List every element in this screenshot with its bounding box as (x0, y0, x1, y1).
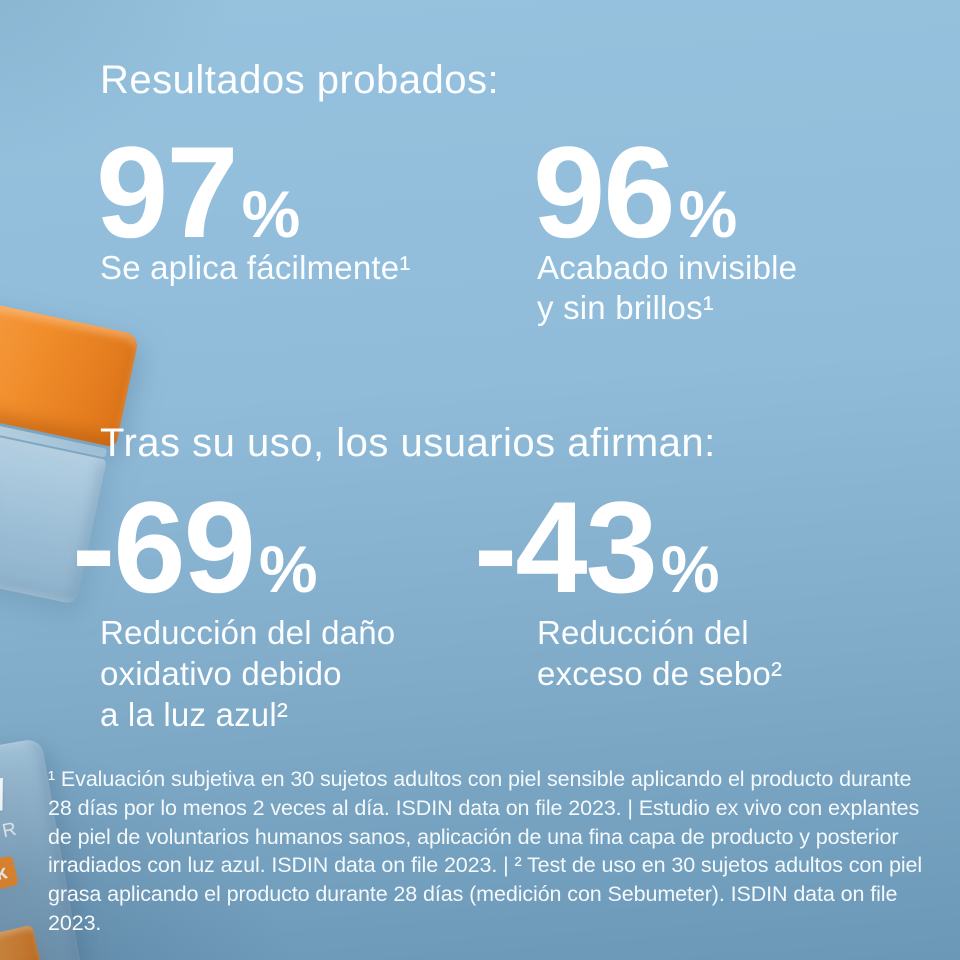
stat-minus-43-value: -43 (474, 474, 658, 620)
stat-minus-69-caption-line2: oxidativo debido (100, 655, 342, 692)
stat-97-caption: Se aplica fácilmente¹ (100, 249, 411, 286)
stat-96-caption-line1: Acabado invisible (537, 249, 798, 286)
stat-minus-43-caption: Reducción del exceso de sebo² (537, 612, 782, 694)
bottle-label-fragment: IN (0, 768, 9, 828)
stat-minus-69-caption-line1: Reducción del daño (100, 614, 396, 651)
section-results-heading: Resultados probados: (100, 58, 500, 102)
stat-96-value: 96 (533, 119, 676, 265)
stat-minus-43-caption-line1: Reducción del (537, 614, 749, 651)
stat-96-percent: 96% (533, 127, 737, 257)
bottle-label-fragment-3: ck (0, 855, 19, 894)
stat-97-unit: % (241, 177, 301, 251)
stat-97-percent: 97% (96, 127, 300, 257)
stat-minus-43-percent: -43% (474, 482, 720, 612)
section-after-use-heading: Tras su uso, los usuarios afirman: (100, 421, 716, 465)
bottle-label-fragment-2: TOR (0, 818, 21, 849)
footnote-text: ¹ Evaluación subjetiva en 30 sujetos adu… (48, 767, 923, 935)
stat-minus-43-unit: % (660, 532, 720, 606)
stat-96-unit: % (678, 177, 738, 251)
bottle-orange-cap (0, 924, 42, 960)
stat-96-caption-line2: y sin brillos¹ (537, 289, 715, 326)
stat-minus-69-value: -69 (72, 474, 256, 620)
stat-minus-43-caption-line2: exceso de sebo² (537, 655, 783, 692)
stat-minus-69-unit: % (258, 532, 318, 606)
stat-minus-69-caption: Reducción del daño oxidativo debido a la… (100, 612, 395, 735)
stat-96-caption: Acabado invisible y sin brillos¹ (537, 248, 797, 328)
stat-minus-69-percent: -69% (72, 482, 318, 612)
stat-minus-69-caption-line3: a la luz azul² (100, 696, 289, 733)
stat-97-value: 97 (96, 119, 239, 265)
